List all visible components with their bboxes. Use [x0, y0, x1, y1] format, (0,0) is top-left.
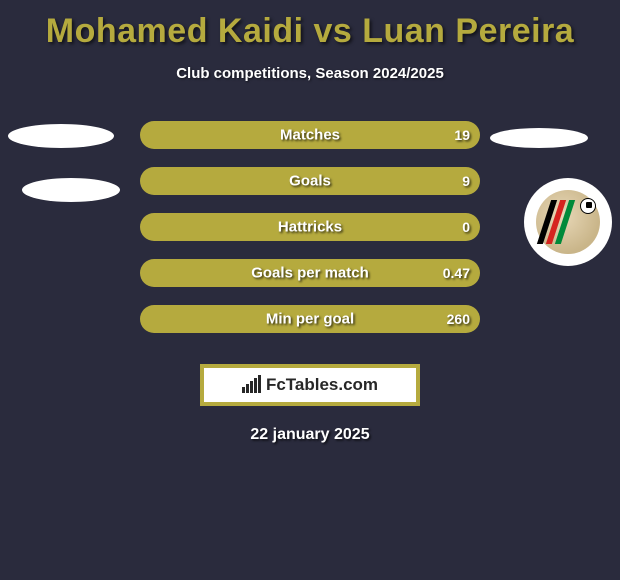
- footer-attribution: FcTables.com: [200, 364, 420, 406]
- stat-value-right: 0: [462, 219, 470, 235]
- stat-row: Min per goal 260: [0, 296, 620, 342]
- decor-ellipse: [490, 128, 588, 148]
- stat-value-right: 260: [447, 311, 470, 327]
- stat-bar: Min per goal: [140, 305, 480, 333]
- stat-row: Goals per match 0.47: [0, 250, 620, 296]
- stat-bar: Goals: [140, 167, 480, 195]
- stat-label: Hattricks: [278, 219, 342, 236]
- stat-value-right: 0.47: [443, 265, 470, 281]
- stat-bar: Matches: [140, 121, 480, 149]
- team-badge-inner: [536, 190, 600, 254]
- team-badge: [524, 178, 612, 266]
- fctables-logo: FcTables.com: [242, 375, 378, 395]
- stat-bar-left: [140, 305, 147, 333]
- stat-bar: Hattricks: [140, 213, 480, 241]
- stat-value-right: 9: [462, 173, 470, 189]
- generation-date: 22 january 2025: [0, 426, 620, 444]
- stat-label: Min per goal: [266, 311, 354, 328]
- soccer-ball-pentagon: [586, 202, 592, 208]
- decor-ellipse: [22, 178, 120, 202]
- stat-label: Goals per match: [251, 265, 369, 282]
- badge-stripes: [544, 200, 578, 244]
- stat-value-right: 19: [454, 127, 470, 143]
- page-subtitle: Club competitions, Season 2024/2025: [0, 65, 620, 82]
- fctables-label: FcTables.com: [266, 375, 378, 395]
- stat-label: Goals: [289, 173, 331, 190]
- bar-chart-icon: [242, 377, 262, 393]
- stat-bar-left: [140, 259, 147, 287]
- stat-label: Matches: [280, 127, 340, 144]
- decor-ellipse: [8, 124, 114, 148]
- stat-bar-left: [140, 167, 147, 195]
- page-title: Mohamed Kaidi vs Luan Pereira: [0, 0, 620, 51]
- stat-bar-left: [140, 213, 147, 241]
- stat-bar: Goals per match: [140, 259, 480, 287]
- stat-bar-left: [140, 121, 147, 149]
